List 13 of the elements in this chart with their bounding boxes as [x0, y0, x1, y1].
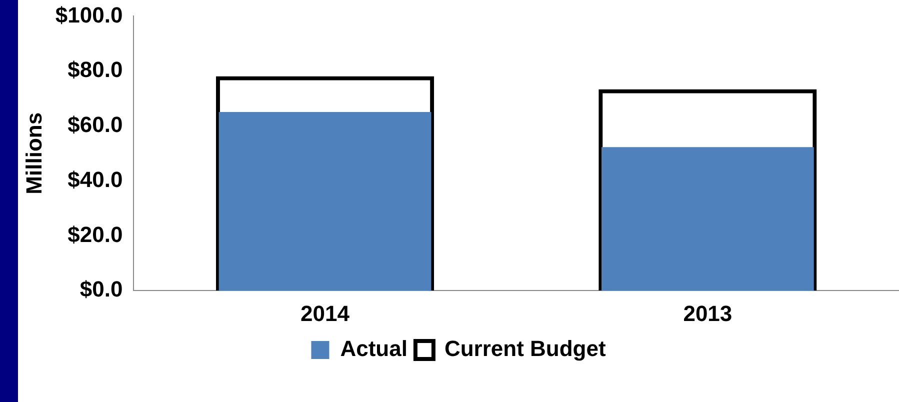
- y-tick-label: $60.0: [68, 112, 123, 138]
- bar: [601, 147, 814, 291]
- y-tick-label: $80.0: [68, 57, 123, 82]
- y-tick-label: $40.0: [68, 166, 123, 192]
- x-tick-label: 2014: [300, 300, 350, 326]
- y-axis-title: Millions: [21, 112, 46, 194]
- y-tick-label: $100.0: [55, 2, 123, 28]
- legend-label: Current Budget: [444, 336, 606, 362]
- x-tick-label: 2013: [683, 300, 732, 326]
- y-tick-label: $20.0: [68, 222, 123, 247]
- legend-label: Actual: [340, 336, 408, 362]
- y-tick-label: $0.0: [80, 276, 123, 302]
- bar: [218, 112, 432, 291]
